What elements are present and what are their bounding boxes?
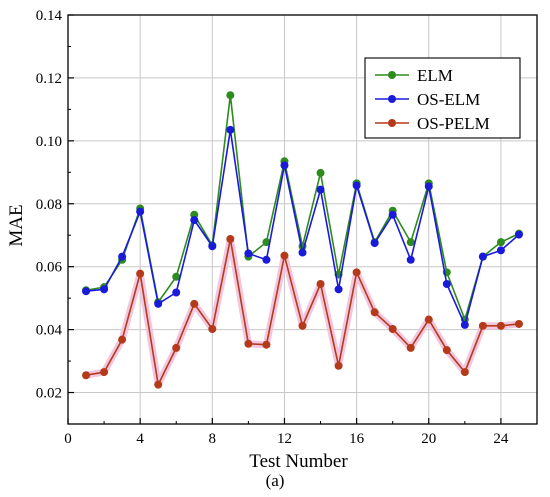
data-point <box>406 343 415 352</box>
data-point <box>298 321 307 330</box>
data-point <box>100 368 109 377</box>
data-point <box>172 272 181 281</box>
y-tick-label: 0.02 <box>36 386 62 402</box>
y-axis-title: MAE <box>6 204 27 246</box>
data-point <box>316 185 325 194</box>
x-tick-label: 16 <box>349 431 365 447</box>
data-point <box>496 246 505 255</box>
figure-caption: (a) <box>266 471 285 490</box>
data-point <box>352 268 361 277</box>
data-point <box>442 279 451 288</box>
legend-label: ELM <box>417 66 453 85</box>
data-point <box>514 319 523 328</box>
data-point <box>118 252 127 261</box>
y-tick-label: 0.08 <box>36 197 62 213</box>
axis-ticks: 0 4 8 12 16 20 24 0.02 0.04 0.06 0.08 0.10 0.12 0.14 <box>36 8 509 447</box>
data-point <box>244 249 253 258</box>
data-point <box>514 230 523 239</box>
legend-swatch-marker <box>388 71 396 79</box>
data-point <box>208 242 217 251</box>
data-point <box>496 321 505 330</box>
data-point <box>82 371 91 380</box>
x-axis-title: Test Number <box>249 451 348 472</box>
data-point <box>406 255 415 264</box>
data-point <box>406 238 415 247</box>
data-point <box>460 320 469 329</box>
data-point <box>316 279 325 288</box>
data-point <box>334 285 343 294</box>
legend-item: ELM <box>375 66 453 85</box>
data-point <box>316 168 325 177</box>
y-tick-label: 0.14 <box>36 8 63 24</box>
x-tick-label: 20 <box>421 431 436 447</box>
series-os-elm <box>82 125 523 329</box>
data-point <box>334 361 343 370</box>
y-tick-label: 0.12 <box>36 71 62 87</box>
legend-item: OS-ELM <box>375 90 480 109</box>
data-point <box>190 216 199 225</box>
data-point <box>172 288 181 297</box>
data-point <box>190 299 199 308</box>
data-point <box>226 125 235 134</box>
data-point <box>82 287 91 296</box>
x-tick-label: 12 <box>277 431 292 447</box>
y-tick-label: 0.04 <box>36 323 63 339</box>
data-point <box>118 335 127 344</box>
series-os-pelm <box>82 235 523 389</box>
data-point <box>262 255 271 264</box>
y-tick-label: 0.06 <box>36 260 63 276</box>
data-point <box>280 251 289 260</box>
data-point <box>280 161 289 170</box>
data-point <box>298 248 307 257</box>
data-point <box>154 380 163 389</box>
data-point <box>496 238 505 247</box>
legend-item: OS-PELM <box>375 114 490 133</box>
data-point <box>226 235 235 244</box>
legend-label: OS-PELM <box>417 114 490 133</box>
data-point <box>208 324 217 333</box>
data-point <box>478 321 487 330</box>
data-point <box>136 207 145 216</box>
series-group <box>82 91 523 389</box>
data-point <box>424 182 433 191</box>
legend-swatch-marker <box>388 95 396 103</box>
data-point <box>442 346 451 355</box>
data-point <box>154 299 163 308</box>
x-tick-label: 8 <box>209 431 217 447</box>
x-tick-label: 24 <box>493 431 509 447</box>
data-point <box>370 239 379 248</box>
data-point <box>226 91 235 100</box>
y-tick-label: 0.10 <box>36 134 62 150</box>
data-point <box>370 308 379 317</box>
data-point <box>460 368 469 377</box>
data-point <box>136 269 145 278</box>
data-point <box>388 210 397 219</box>
legend: ELM OS-ELM OS-PELM <box>364 57 521 139</box>
legend-swatch-marker <box>388 119 396 127</box>
data-point <box>172 343 181 352</box>
series-line <box>85 129 520 326</box>
data-point <box>100 285 109 294</box>
legend-label: OS-ELM <box>417 90 480 109</box>
data-point <box>388 324 397 333</box>
x-tick-label: 0 <box>64 431 72 447</box>
data-point <box>244 339 253 348</box>
x-tick-label: 4 <box>136 431 144 447</box>
data-point <box>352 181 361 190</box>
data-point <box>478 252 487 261</box>
data-point <box>262 238 271 247</box>
data-point <box>424 315 433 324</box>
plot-frame <box>67 14 538 425</box>
data-point <box>262 340 271 349</box>
